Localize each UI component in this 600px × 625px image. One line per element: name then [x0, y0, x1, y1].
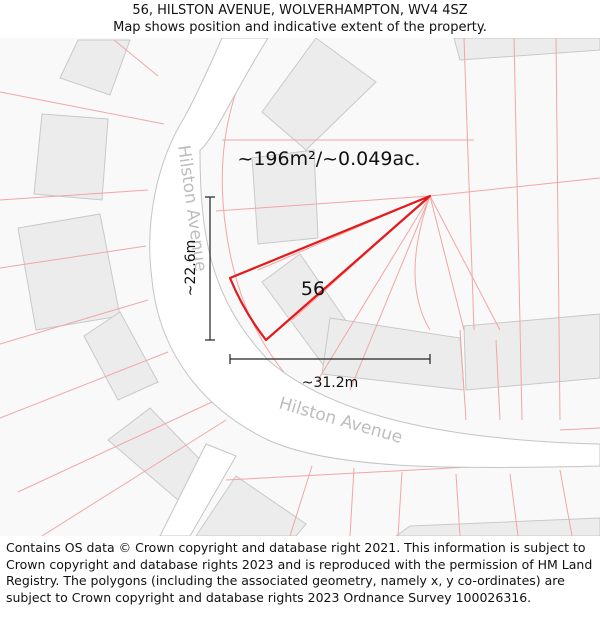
- height-measure-line: [205, 196, 215, 341]
- building: [261, 38, 377, 151]
- property-address: 56, HILSTON AVENUE, WOLVERHAMPTON, WV4 4…: [132, 3, 468, 18]
- property-outline[interactable]: [228, 194, 432, 342]
- road-surface: [149, 38, 600, 469]
- building: [33, 113, 109, 201]
- plot-number-label: 56: [301, 278, 325, 300]
- road-hilston-avenue: [149, 38, 600, 536]
- map-subtitle: Map shows position and indicative extent…: [113, 20, 487, 35]
- area-label: ~196m²/~0.049ac.: [237, 148, 420, 170]
- map-canvas: Hilston Avenue Hilston Avenue ~22.6m ~31…: [0, 38, 600, 536]
- building: [59, 39, 131, 96]
- map-header: 56, HILSTON AVENUE, WOLVERHAMPTON, WV4 4…: [0, 0, 600, 40]
- building: [395, 517, 600, 536]
- height-measure-label: ~22.6m: [183, 240, 199, 297]
- building: [251, 149, 319, 245]
- building: [83, 311, 159, 401]
- building: [463, 313, 600, 391]
- width-measure-line: [229, 354, 431, 364]
- copyright-attribution: Contains OS data © Crown copyright and d…: [6, 540, 593, 605]
- property-map[interactable]: Hilston Avenue Hilston Avenue ~22.6m ~31…: [0, 38, 600, 536]
- building: [453, 38, 600, 61]
- width-measure-label: ~31.2m: [302, 375, 359, 391]
- building: [195, 475, 307, 536]
- road-spur: [159, 443, 237, 536]
